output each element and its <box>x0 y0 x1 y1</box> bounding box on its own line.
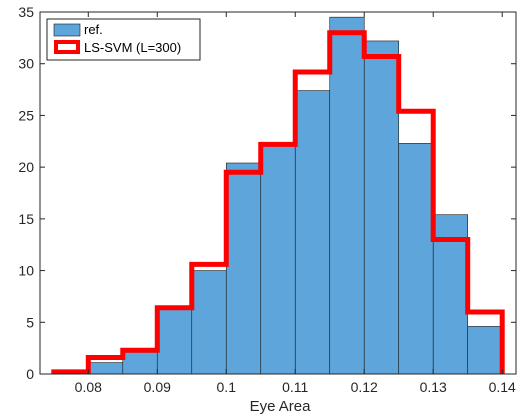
histogram-bar <box>225 162 262 375</box>
histogram-bar <box>294 90 331 375</box>
y-tick-label: 20 <box>18 159 34 175</box>
x-tick-label: 0.13 <box>420 379 447 395</box>
histogram-bar <box>260 145 296 375</box>
ticks-group: 0.08 0.09 0.1 0.11 0.12 0.13 0.14 0 5 10 15 20 25 30 3… <box>18 4 516 395</box>
legend-label-ref: ref. <box>84 22 103 37</box>
bars-group <box>87 16 503 375</box>
y-tick-label: 10 <box>18 263 34 279</box>
y-tick-label: 0 <box>26 366 34 382</box>
legend-label-lssvm: LS-SVM (L=300) <box>84 40 181 55</box>
x-axis-label: Eye Area <box>250 398 312 415</box>
y-tick-label: 30 <box>18 56 34 72</box>
axes-group <box>39 11 517 375</box>
legend: ref. LS-SVM (L=300) <box>46 18 201 61</box>
legend-swatch-ref <box>53 23 81 37</box>
axes-box <box>39 11 517 375</box>
histogram-bar <box>363 40 400 375</box>
histogram-bar <box>122 351 158 375</box>
step-line <box>51 30 505 375</box>
y-tick-label: 15 <box>18 211 34 227</box>
histogram-bar <box>467 326 503 375</box>
x-tick-label: 0.08 <box>75 379 102 395</box>
histogram-bar <box>398 143 434 375</box>
histogram-bar <box>329 16 365 375</box>
histogram-bar <box>156 308 193 375</box>
legend-swatch-lssvm <box>54 40 80 54</box>
histogram-bar <box>191 270 227 375</box>
x-tick-label: 0.14 <box>489 379 516 395</box>
x-tick-label: 0.11 <box>282 379 308 395</box>
y-tick-label: 35 <box>18 4 34 20</box>
y-tick-label: 25 <box>18 107 34 123</box>
x-tick-label: 0.1 <box>217 379 237 395</box>
x-tick-label: 0.09 <box>144 379 171 395</box>
histogram-bar <box>87 362 124 375</box>
x-tick-label: 0.12 <box>351 379 378 395</box>
y-tick-label: 5 <box>26 314 34 330</box>
step-line-group <box>51 30 505 375</box>
